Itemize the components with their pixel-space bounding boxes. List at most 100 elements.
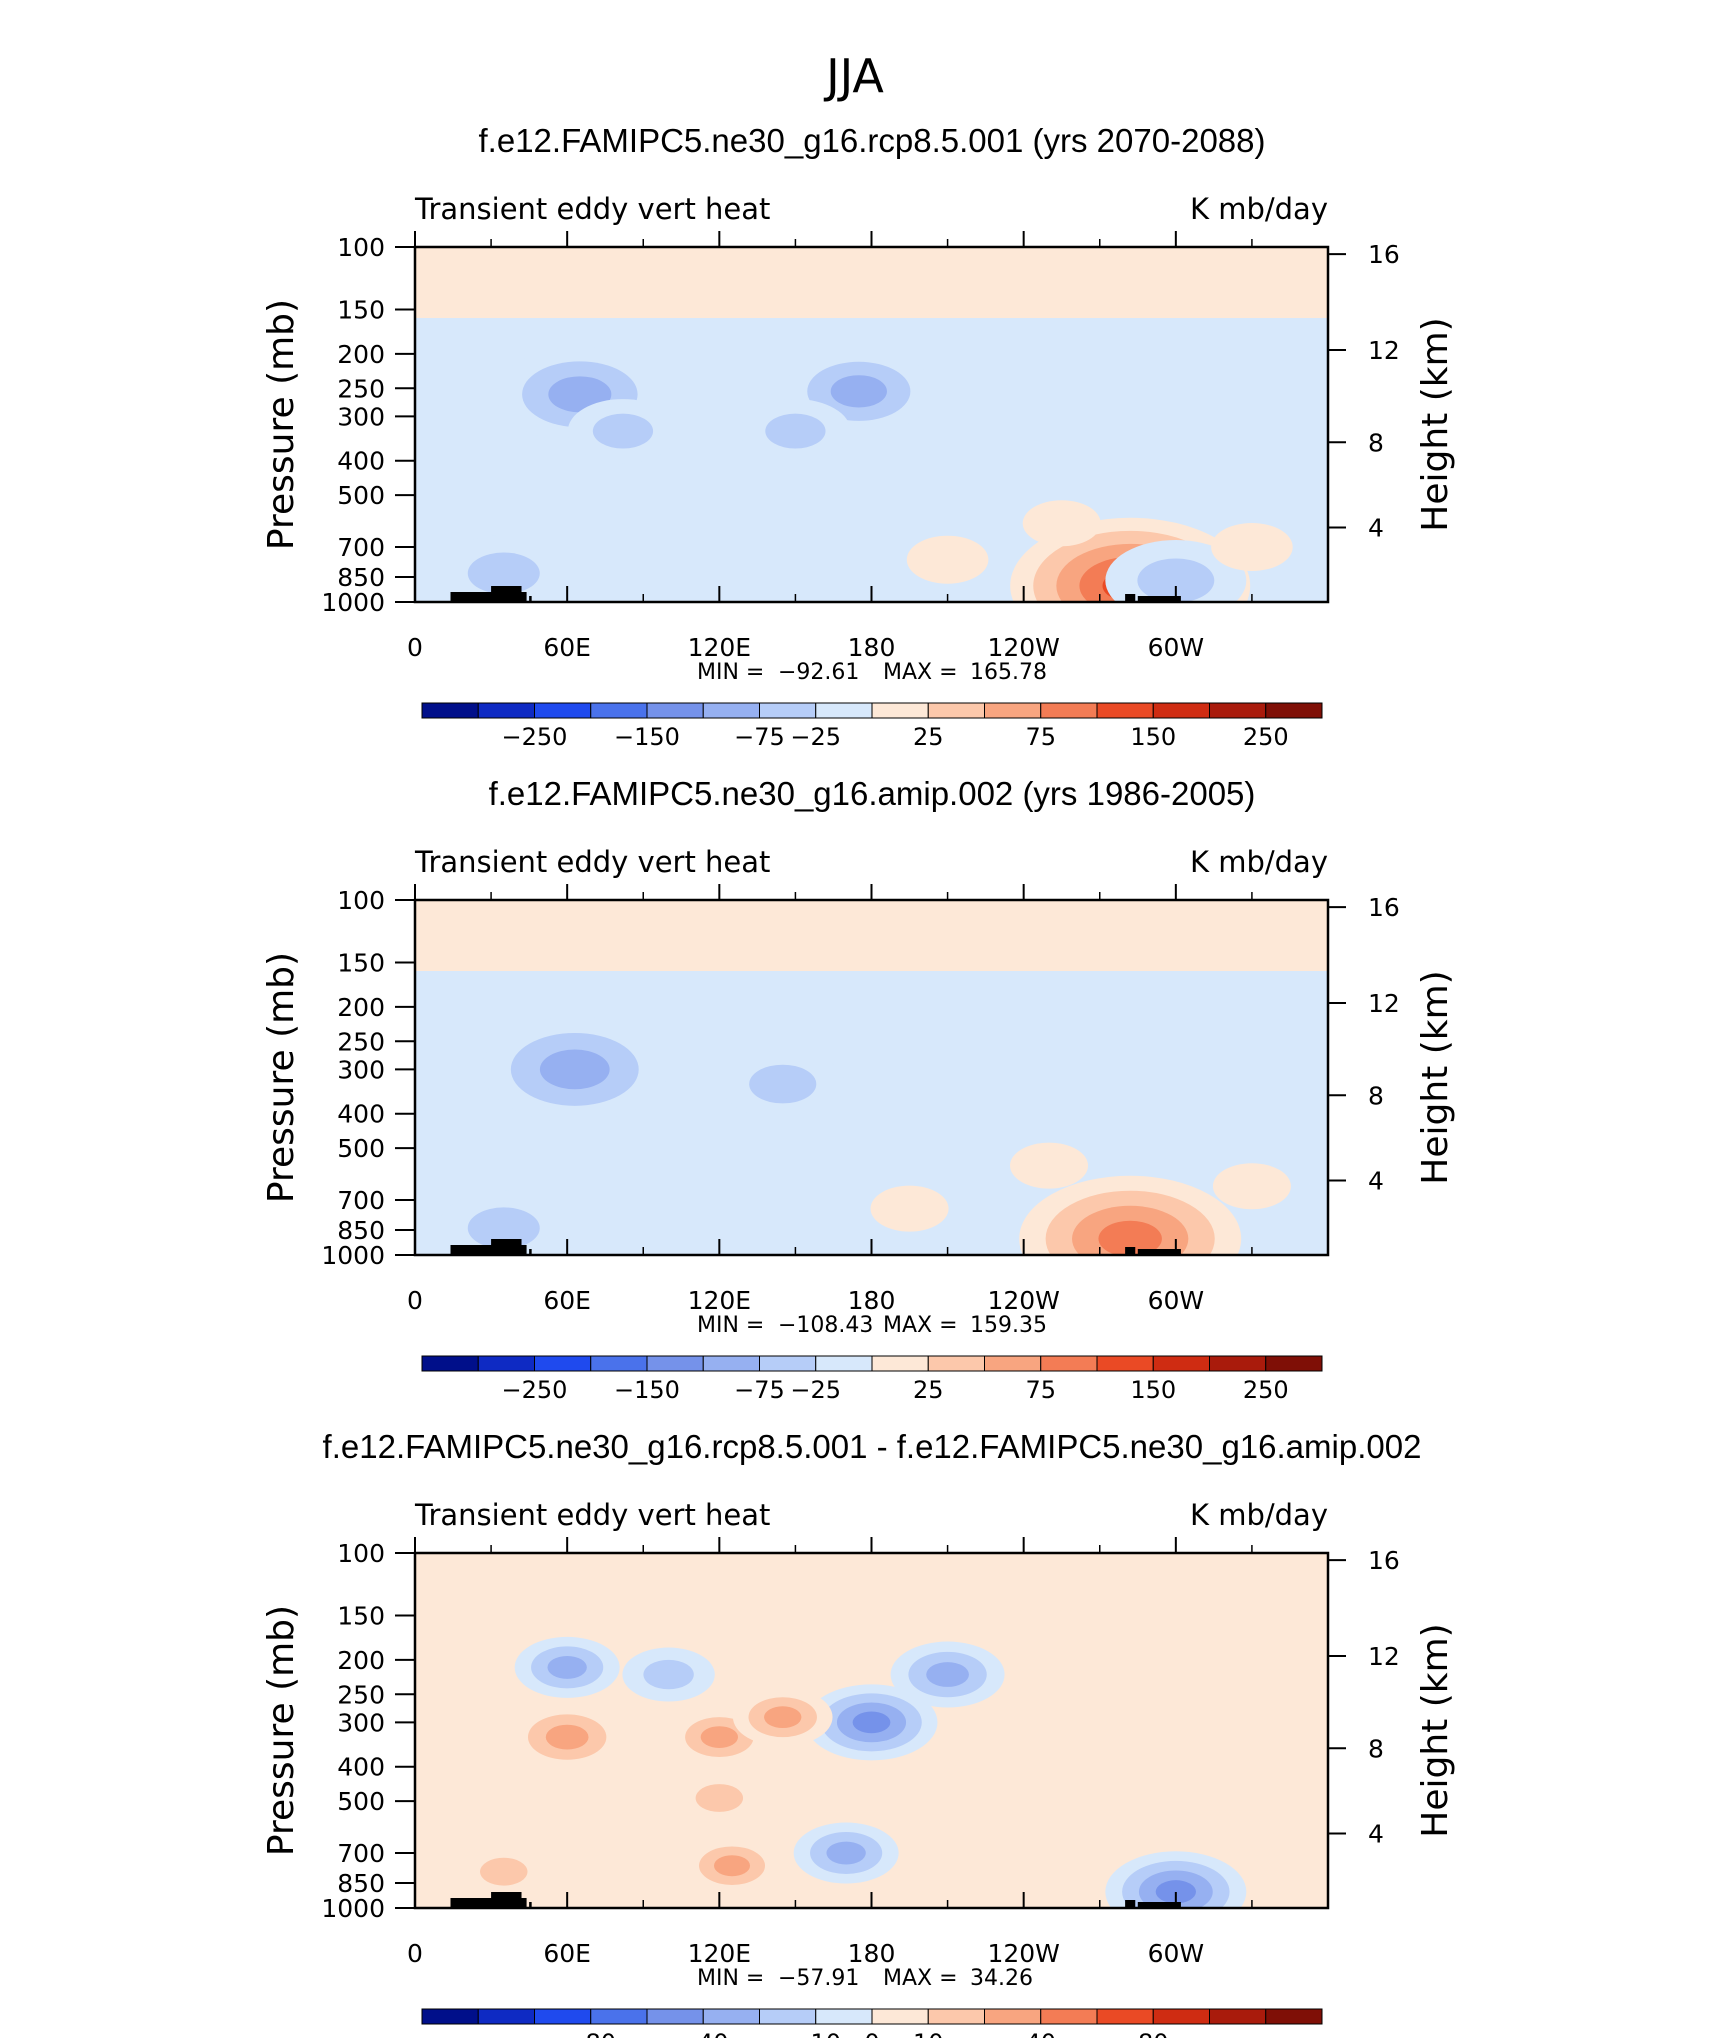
contour-blob-3 bbox=[467, 1207, 540, 1249]
x-tick-label: 60E bbox=[543, 1286, 591, 1315]
topography bbox=[529, 1249, 532, 1255]
colorbar-label: 150 bbox=[1130, 1376, 1176, 1404]
contour-blob-8 bbox=[695, 1784, 744, 1812]
topography bbox=[529, 1902, 532, 1908]
colorbar: −250 −150 −75 −25 25 75 150 250 bbox=[421, 702, 1323, 751]
x-tick-label: 60E bbox=[543, 633, 591, 662]
panel-1: f.e12.FAMIPC5.ne30_g16.rcp8.5.001 (yrs 2… bbox=[261, 122, 1456, 751]
y-tick-label: 850 bbox=[337, 563, 385, 592]
colorbar-swatch bbox=[646, 1355, 704, 1372]
colorbar-swatch bbox=[871, 2008, 929, 2025]
contour-blob-13 bbox=[1087, 1752, 1163, 1797]
topography bbox=[1137, 1902, 1181, 1908]
y-tick-label: 150 bbox=[337, 296, 385, 325]
colorbar-label: 10 bbox=[913, 2029, 944, 2038]
colorbar-swatch bbox=[759, 2008, 817, 2025]
colorbar-swatch bbox=[1152, 1355, 1210, 1372]
contour-blob-1 bbox=[852, 1711, 891, 1734]
topography bbox=[529, 596, 532, 602]
x-tick-label: 120E bbox=[688, 633, 752, 662]
y2-tick-label: 8 bbox=[1368, 428, 1384, 457]
colorbar-swatch bbox=[1096, 702, 1154, 719]
colorbar-label: −150 bbox=[614, 1376, 680, 1404]
contour-blob-10 bbox=[826, 1841, 866, 1865]
colorbar-label: 150 bbox=[1130, 723, 1176, 751]
y-tick-label: 200 bbox=[337, 340, 385, 369]
colorbar-swatch bbox=[1096, 1355, 1154, 1372]
colorbar-label: 250 bbox=[1243, 1376, 1289, 1404]
max-value: 34.26 bbox=[970, 1966, 1033, 1991]
suptitle: JJA bbox=[823, 49, 884, 103]
max-label: MAX = bbox=[883, 1313, 958, 1338]
panel-title: f.e12.FAMIPC5.ne30_g16.rcp8.5.001 (yrs 2… bbox=[479, 122, 1266, 159]
x-tick-label: 120W bbox=[987, 1939, 1059, 1968]
y2-tick-label: 4 bbox=[1368, 513, 1384, 542]
contour-blob-2 bbox=[830, 375, 887, 408]
colorbar-swatch bbox=[759, 1355, 817, 1372]
contour-blob-11 bbox=[1155, 1880, 1196, 1904]
colorbar-swatch bbox=[1040, 702, 1098, 719]
y2-tick-label: 16 bbox=[1368, 893, 1400, 922]
colorbar-swatch bbox=[927, 702, 985, 719]
y2-tick-label: 16 bbox=[1368, 240, 1400, 269]
colorbar-label: 25 bbox=[913, 1376, 944, 1404]
colorbar-swatch bbox=[984, 2008, 1042, 2025]
y-tick-label: 700 bbox=[337, 1839, 385, 1868]
colorbar-swatch bbox=[815, 2008, 873, 2025]
panel-left-label: Transient eddy vert heat bbox=[414, 1498, 770, 1532]
y-axis-title: Pressure (mb) bbox=[261, 952, 302, 1203]
min-label: MIN = bbox=[697, 660, 764, 685]
contour-blob-12 bbox=[480, 1857, 528, 1886]
contour-field bbox=[415, 247, 1328, 602]
colorbar-swatch bbox=[534, 702, 592, 719]
y-tick-label: 500 bbox=[337, 481, 385, 510]
colorbar-label: −250 bbox=[502, 723, 568, 751]
y-tick-label: 1000 bbox=[321, 1241, 385, 1270]
y-tick-label: 1000 bbox=[321, 588, 385, 617]
max-label: MAX = bbox=[883, 1966, 958, 1991]
y-tick-label: 300 bbox=[337, 1708, 385, 1737]
panel-3: f.e12.FAMIPC5.ne30_g16.rcp8.5.001 - f.e1… bbox=[261, 1428, 1456, 2043]
x-tick-label: 120W bbox=[987, 633, 1059, 662]
colorbar-swatch bbox=[815, 1355, 873, 1372]
upper-level-band bbox=[415, 247, 1328, 318]
y-tick-label: 700 bbox=[337, 1186, 385, 1215]
colorbar-swatch bbox=[477, 2008, 535, 2025]
colorbar-swatch bbox=[984, 702, 1042, 719]
colorbar-swatch bbox=[1209, 702, 1267, 719]
colorbar-label: −25 bbox=[790, 1376, 841, 1404]
contour-blob-8 bbox=[906, 535, 989, 584]
y-tick-label: 1000 bbox=[321, 1894, 385, 1923]
contour-blob-7 bbox=[764, 1706, 802, 1729]
y-tick-label: 400 bbox=[337, 1100, 385, 1129]
topography bbox=[491, 586, 522, 602]
colorbar-swatch bbox=[1265, 2008, 1323, 2025]
colorbar-label: 40 bbox=[1025, 2029, 1056, 2038]
colorbar-swatch bbox=[1265, 702, 1323, 719]
y-tick-label: 100 bbox=[337, 886, 385, 915]
topography bbox=[1125, 594, 1136, 602]
x-tick-label: 120E bbox=[688, 1286, 752, 1315]
y2-axis-title: Height (km) bbox=[1415, 317, 1456, 531]
colorbar-label: −10 bbox=[790, 2029, 841, 2038]
colorbar-swatch bbox=[871, 702, 929, 719]
contour-blob-5 bbox=[870, 1185, 949, 1232]
x-tick-label: 0 bbox=[407, 633, 423, 662]
x-tick-label: 120E bbox=[688, 1939, 752, 1968]
contour-blob-2 bbox=[749, 1064, 817, 1104]
y2-axis-title: Height (km) bbox=[1415, 970, 1456, 1184]
colorbar-swatch bbox=[646, 702, 704, 719]
colorbar-label: −80 bbox=[565, 2029, 616, 2038]
x-tick-label: 60W bbox=[1148, 1939, 1205, 1968]
y2-tick-label: 8 bbox=[1368, 1734, 1384, 1763]
contour-blob-9 bbox=[714, 1855, 751, 1877]
topography bbox=[1137, 1249, 1181, 1255]
contour-blob-9 bbox=[1022, 500, 1101, 547]
y-tick-label: 100 bbox=[337, 233, 385, 262]
colorbar-swatch bbox=[815, 702, 873, 719]
x-tick-label: 60W bbox=[1148, 633, 1205, 662]
colorbar-swatch bbox=[1209, 2008, 1267, 2025]
colorbar-label: 0 bbox=[864, 2029, 879, 2038]
colorbar-label: 80 bbox=[1138, 2029, 1169, 2038]
